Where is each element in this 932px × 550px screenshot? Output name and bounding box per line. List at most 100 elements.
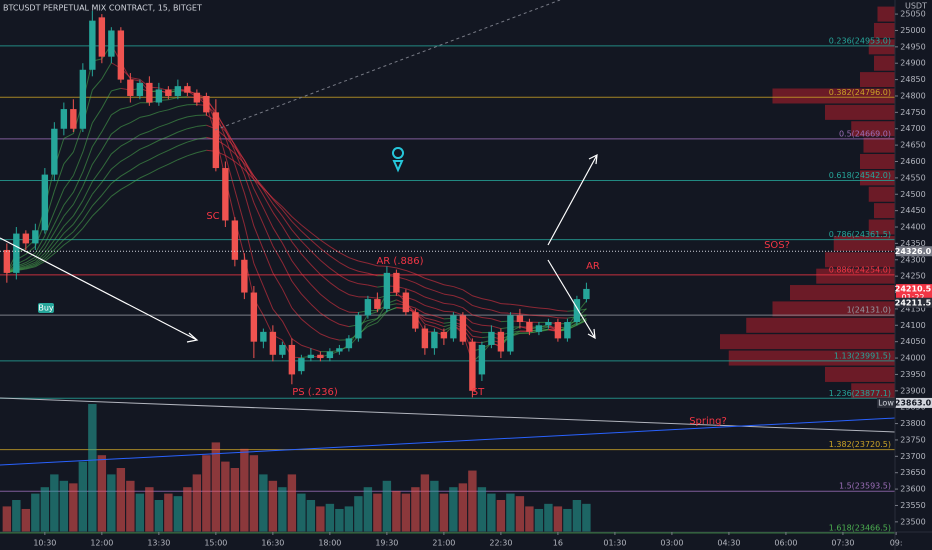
ma-ribbon <box>262 189 274 205</box>
ma-ribbon <box>434 322 445 328</box>
y-tick-label: 24550 <box>900 173 925 182</box>
annotation: AR (.886) <box>376 256 423 267</box>
volume-bar <box>420 474 430 532</box>
y-tick-label: 24950 <box>900 42 925 51</box>
fib-label: 1.13(23991.5) <box>834 351 891 360</box>
ma-ribbon <box>329 337 340 341</box>
volume-bar <box>2 506 12 532</box>
volume-profile-bar <box>728 350 895 366</box>
ma-ribbon <box>253 179 264 196</box>
y-tick-label: 24050 <box>900 337 925 346</box>
candle-body <box>326 351 334 359</box>
ma-ribbon <box>500 303 511 305</box>
y-tick-label: 23700 <box>900 452 925 461</box>
chart-title: BTCUSDT PERPETUAL MIX CONTRACT, 15, BITG… <box>3 4 202 13</box>
ma-ribbon <box>310 326 321 335</box>
ma-ribbon <box>291 307 302 320</box>
candle-body <box>459 315 467 342</box>
ma-ribbon <box>424 287 435 292</box>
y-tick-label: 23600 <box>900 485 925 494</box>
candle-body <box>383 272 391 309</box>
ma-ribbon <box>281 262 293 282</box>
candle-body <box>364 299 372 316</box>
volume-bar <box>59 480 69 532</box>
volume-bar <box>183 487 192 532</box>
candle-body <box>393 272 400 293</box>
x-tick-label: 06:00 <box>774 539 797 548</box>
ma-ribbon <box>149 126 160 132</box>
ma-ribbon <box>462 289 473 297</box>
ma-ribbon <box>101 183 112 196</box>
ma-ribbon <box>234 147 245 161</box>
ma-ribbon <box>35 255 46 265</box>
ma-ribbon <box>130 116 141 124</box>
ma-ribbon <box>339 307 350 313</box>
candle-body <box>279 344 286 355</box>
candle-body <box>32 230 39 244</box>
x-tick-label: 01:30 <box>603 539 626 548</box>
ma-ribbon <box>434 319 445 324</box>
ma-ribbon <box>367 272 378 277</box>
volume-profile-bar <box>720 334 895 350</box>
ma-ribbon <box>348 280 359 285</box>
ma-ribbon <box>453 303 464 309</box>
candle-body <box>203 95 210 113</box>
candle-body <box>374 299 381 309</box>
volume-bar <box>88 404 97 532</box>
annotation: AR <box>586 261 600 272</box>
ma-ribbon <box>111 160 122 170</box>
y-tick-label: 24250 <box>900 272 925 281</box>
ma-ribbon <box>310 347 321 353</box>
ma-ribbon <box>367 322 378 327</box>
ma-ribbon <box>348 294 359 298</box>
ma-ribbon <box>25 256 36 263</box>
volume-bar <box>439 493 449 532</box>
ma-ribbon <box>262 223 274 247</box>
ma-ribbon <box>225 144 236 154</box>
ma-ribbon <box>244 168 255 180</box>
candle-body <box>117 30 125 80</box>
x-tick-label: 12:00 <box>90 539 113 548</box>
candle-body <box>583 288 590 300</box>
ma-ribbon <box>557 310 568 312</box>
candle-body <box>269 331 277 355</box>
ma-ribbon <box>225 154 236 162</box>
ma-ribbon <box>53 204 65 225</box>
y-tick-label: 23750 <box>900 435 925 444</box>
ma-ribbon <box>111 87 121 92</box>
fib-label: 0.5(24669.0) <box>839 129 891 138</box>
volume-bar <box>31 493 40 532</box>
y-tick-label: 24800 <box>900 91 925 100</box>
ma-ribbon <box>34 243 46 258</box>
volume-bar <box>50 474 59 532</box>
ma-ribbon <box>158 123 169 128</box>
y-tick-label: 24000 <box>900 354 925 363</box>
ma-ribbon <box>53 232 65 246</box>
volume-bar <box>78 461 88 532</box>
ma-ribbon <box>82 205 93 221</box>
ma-ribbon <box>101 153 112 169</box>
ma-ribbon <box>35 260 46 268</box>
candle-body <box>526 322 533 332</box>
candle-body <box>355 315 362 339</box>
volume-bar <box>335 508 344 532</box>
fib-label: 1.5(23593.5) <box>839 482 891 491</box>
ma-ribbon <box>310 239 321 249</box>
candle-body <box>165 89 172 96</box>
ma-ribbon <box>139 144 150 150</box>
ma-ribbon <box>120 183 131 190</box>
y-tick-label: 24600 <box>900 157 925 166</box>
ma-ribbon <box>111 189 122 197</box>
price-tag <box>896 297 932 308</box>
ma-ribbon <box>396 267 407 271</box>
ma-ribbon <box>101 90 112 109</box>
ma-ribbon <box>472 295 483 300</box>
ma-ribbon <box>120 169 131 177</box>
ma-ribbon <box>281 209 293 222</box>
ma-ribbon <box>424 304 435 309</box>
ma-ribbon <box>168 159 179 165</box>
ma-ribbon <box>424 312 435 317</box>
ma-ribbon <box>339 323 349 328</box>
annotation: ST <box>472 387 485 398</box>
volume-bar <box>525 506 534 532</box>
